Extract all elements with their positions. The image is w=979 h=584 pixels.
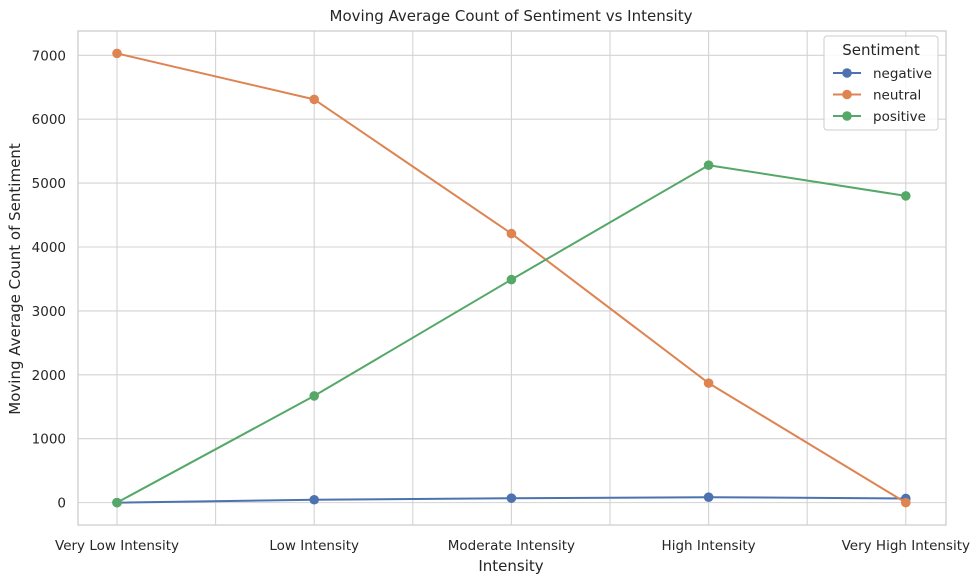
data-point-neutral	[112, 48, 122, 59]
data-point-neutral	[901, 497, 911, 508]
data-point-positive	[309, 391, 320, 401]
legend-title: Sentiment	[842, 41, 920, 59]
legend-item-neutral: neutral	[833, 88, 921, 104]
y-tick-label: 6000	[32, 112, 66, 128]
legend-item-negative: negative	[833, 66, 932, 82]
y-tick-label: 4000	[32, 240, 66, 256]
chart-title: Moving Average Count of Sentiment vs Int…	[330, 7, 693, 25]
y-tick-label: 0	[57, 496, 66, 512]
x-tick-labels: Very Low Intensity Low Intensity Moderate …	[55, 538, 970, 554]
legend-label: neutral	[873, 88, 921, 104]
series-neutral	[112, 48, 911, 508]
y-tick-label: 3000	[32, 304, 66, 320]
legend-items: negative neutral positive	[833, 66, 932, 125]
legend-marker	[842, 111, 852, 121]
data-point-negative	[506, 493, 517, 503]
y-tick-label: 7000	[32, 48, 66, 64]
legend-marker	[842, 68, 852, 78]
legend-label: positive	[873, 109, 926, 125]
x-tick-label: High Intensity	[662, 538, 756, 554]
legend-label: negative	[873, 66, 932, 82]
data-point-positive	[506, 274, 517, 285]
x-tick-label: Very High Intensity	[842, 538, 970, 554]
y-tick-label: 1000	[32, 432, 66, 448]
y-tick-label: 5000	[32, 176, 66, 192]
plot-frame	[77, 30, 947, 526]
data-point-positive	[112, 497, 122, 508]
x-axis-title: Intensity	[478, 557, 543, 575]
legend-item-positive: positive	[833, 109, 926, 125]
data-point-positive	[703, 160, 714, 171]
data-point-neutral	[309, 94, 320, 105]
series-positive	[112, 160, 911, 508]
data-point-negative	[703, 492, 714, 503]
legend: Sentiment negative neutral positive	[823, 35, 939, 131]
x-tick-label: Moderate Intensity	[448, 538, 575, 554]
legend-marker	[842, 89, 852, 100]
data-point-negative	[309, 494, 320, 505]
data-point-positive	[901, 191, 911, 201]
data-point-neutral	[506, 228, 517, 239]
y-tick-labels: 0 1000 2000 3000 4000 5000 6000 7000	[32, 48, 66, 511]
x-tick-label: Very Low Intensity	[55, 538, 179, 554]
y-tick-label: 2000	[32, 368, 66, 384]
legend-box	[823, 35, 939, 131]
data-point-neutral	[703, 378, 714, 388]
y-axis-title: Moving Average Count of Sentiment	[6, 143, 24, 415]
x-tick-label: Low Intensity	[269, 538, 359, 554]
series-lines	[112, 48, 911, 508]
